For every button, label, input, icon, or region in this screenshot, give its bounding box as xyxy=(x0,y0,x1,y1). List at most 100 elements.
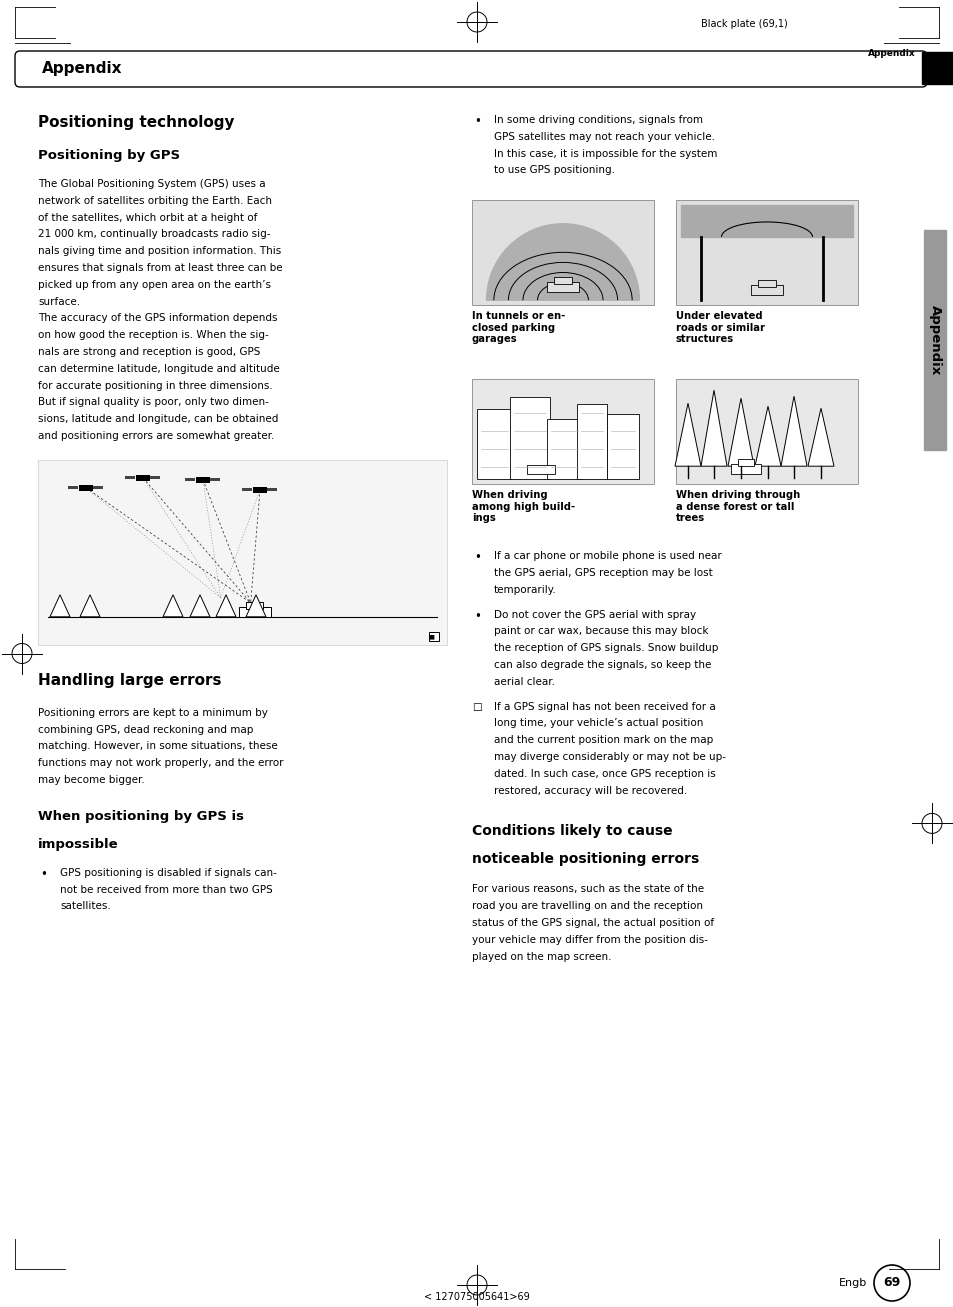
Bar xyxy=(429,631,438,640)
Bar xyxy=(476,409,512,480)
Text: on how good the reception is. When the sig-: on how good the reception is. When the s… xyxy=(38,331,269,340)
Text: < 127075005641>69: < 127075005641>69 xyxy=(424,1293,529,1302)
Polygon shape xyxy=(163,595,183,617)
Text: satellites.: satellites. xyxy=(60,902,111,911)
Polygon shape xyxy=(246,595,266,617)
Bar xyxy=(526,465,555,474)
Bar xyxy=(676,200,857,306)
Text: of the satellites, which orbit at a height of: of the satellites, which orbit at a heig… xyxy=(38,213,257,222)
Text: temporarily.: temporarily. xyxy=(494,584,557,595)
Text: The accuracy of the GPS information depends: The accuracy of the GPS information depe… xyxy=(38,314,277,323)
Text: •: • xyxy=(474,115,480,128)
Text: nals giving time and position information. This: nals giving time and position informatio… xyxy=(38,246,281,256)
Bar xyxy=(758,280,775,288)
Bar xyxy=(546,282,578,293)
Polygon shape xyxy=(80,595,100,617)
Text: matching. However, in some situations, these: matching. However, in some situations, t… xyxy=(38,741,277,752)
Text: If a GPS signal has not been received for a: If a GPS signal has not been received fo… xyxy=(494,702,715,711)
Text: for accurate positioning in three dimensions.: for accurate positioning in three dimens… xyxy=(38,380,273,391)
Text: In tunnels or en-
closed parking
garages: In tunnels or en- closed parking garages xyxy=(472,311,565,345)
Text: Appendix: Appendix xyxy=(867,50,915,59)
Polygon shape xyxy=(700,391,726,467)
Text: can determine latitude, longitude and altitude: can determine latitude, longitude and al… xyxy=(38,363,279,374)
Bar xyxy=(606,414,639,480)
Polygon shape xyxy=(215,595,235,617)
Text: 69: 69 xyxy=(882,1277,900,1290)
Text: combining GPS, dead reckoning and map: combining GPS, dead reckoning and map xyxy=(38,724,253,735)
Text: In some driving conditions, signals from: In some driving conditions, signals from xyxy=(494,115,702,125)
Bar xyxy=(680,205,852,237)
Text: noticeable positioning errors: noticeable positioning errors xyxy=(472,852,699,867)
Text: paint or car wax, because this may block: paint or car wax, because this may block xyxy=(494,626,708,637)
Bar xyxy=(238,606,271,617)
Text: sions, latitude and longitude, can be obtained: sions, latitude and longitude, can be ob… xyxy=(38,414,278,425)
Bar xyxy=(136,474,150,481)
Bar xyxy=(472,200,654,306)
Text: Handling large errors: Handling large errors xyxy=(38,673,221,687)
Polygon shape xyxy=(781,396,806,467)
Bar xyxy=(92,486,102,489)
Bar xyxy=(79,485,92,490)
Text: can also degrade the signals, so keep the: can also degrade the signals, so keep th… xyxy=(494,660,711,670)
Polygon shape xyxy=(50,595,70,617)
Text: □: □ xyxy=(472,702,481,711)
Text: status of the GPS signal, the actual position of: status of the GPS signal, the actual pos… xyxy=(472,918,714,928)
Text: nals are strong and reception is good, GPS: nals are strong and reception is good, G… xyxy=(38,346,260,357)
Text: dated. In such case, once GPS reception is: dated. In such case, once GPS reception … xyxy=(494,769,715,779)
Text: Appendix: Appendix xyxy=(927,305,941,375)
Text: But if signal quality is poor, only two dimen-: But if signal quality is poor, only two … xyxy=(38,397,269,408)
Bar xyxy=(738,459,753,467)
Bar xyxy=(38,460,447,644)
FancyBboxPatch shape xyxy=(15,51,926,88)
Bar xyxy=(246,601,262,609)
Text: surface.: surface. xyxy=(38,297,80,307)
Text: GPS positioning is disabled if signals can-: GPS positioning is disabled if signals c… xyxy=(60,868,276,878)
Text: the reception of GPS signals. Snow buildup: the reception of GPS signals. Snow build… xyxy=(494,643,718,654)
Bar xyxy=(923,230,945,450)
Text: •: • xyxy=(474,609,480,622)
Text: ensures that signals from at least three can be: ensures that signals from at least three… xyxy=(38,263,282,273)
Text: When driving through
a dense forest or tall
trees: When driving through a dense forest or t… xyxy=(676,490,800,523)
Text: Conditions likely to cause: Conditions likely to cause xyxy=(472,825,672,838)
Bar xyxy=(266,489,276,491)
Polygon shape xyxy=(754,406,781,467)
Text: If a car phone or mobile phone is used near: If a car phone or mobile phone is used n… xyxy=(494,552,721,561)
Polygon shape xyxy=(807,408,833,467)
Text: •: • xyxy=(474,552,480,565)
Text: aerial clear.: aerial clear. xyxy=(494,677,555,686)
Bar xyxy=(750,285,782,295)
Text: Positioning by GPS: Positioning by GPS xyxy=(38,149,180,162)
Bar xyxy=(125,477,135,480)
Text: •: • xyxy=(40,868,47,881)
Bar xyxy=(472,379,654,484)
Text: road you are travelling on and the reception: road you are travelling on and the recep… xyxy=(472,902,702,911)
Wedge shape xyxy=(486,223,639,301)
Text: functions may not work properly, and the error: functions may not work properly, and the… xyxy=(38,758,283,769)
Bar xyxy=(921,52,953,84)
Text: may diverge considerably or may not be up-: may diverge considerably or may not be u… xyxy=(494,752,725,762)
Bar xyxy=(577,404,606,480)
Bar xyxy=(150,477,159,480)
Bar xyxy=(554,277,572,284)
Bar xyxy=(546,420,581,480)
Text: In this case, it is impossible for the system: In this case, it is impossible for the s… xyxy=(494,149,717,158)
Text: impossible: impossible xyxy=(38,838,118,851)
Text: When positioning by GPS is: When positioning by GPS is xyxy=(38,810,244,823)
Text: The Global Positioning System (GPS) uses a: The Global Positioning System (GPS) uses… xyxy=(38,179,265,190)
Bar xyxy=(185,478,195,481)
Text: your vehicle may differ from the position dis-: your vehicle may differ from the positio… xyxy=(472,935,707,945)
Text: Positioning errors are kept to a minimum by: Positioning errors are kept to a minimum… xyxy=(38,708,268,718)
Text: may become bigger.: may become bigger. xyxy=(38,775,145,786)
Text: network of satellites orbiting the Earth. Each: network of satellites orbiting the Earth… xyxy=(38,196,272,205)
Text: Under elevated
roads or similar
structures: Under elevated roads or similar structur… xyxy=(676,311,764,345)
Text: GPS satellites may not reach your vehicle.: GPS satellites may not reach your vehicl… xyxy=(494,132,714,141)
Text: When driving
among high build-
ings: When driving among high build- ings xyxy=(472,490,575,523)
Text: For various reasons, such as the state of the: For various reasons, such as the state o… xyxy=(472,885,703,894)
Bar xyxy=(69,486,78,489)
Text: 21 000 km, continually broadcasts radio sig-: 21 000 km, continually broadcasts radio … xyxy=(38,230,271,239)
Polygon shape xyxy=(727,399,753,467)
Bar xyxy=(676,379,857,484)
Text: Appendix: Appendix xyxy=(42,61,122,77)
Text: and the current position mark on the map: and the current position mark on the map xyxy=(494,736,713,745)
Text: Do not cover the GPS aerial with spray: Do not cover the GPS aerial with spray xyxy=(494,609,696,620)
